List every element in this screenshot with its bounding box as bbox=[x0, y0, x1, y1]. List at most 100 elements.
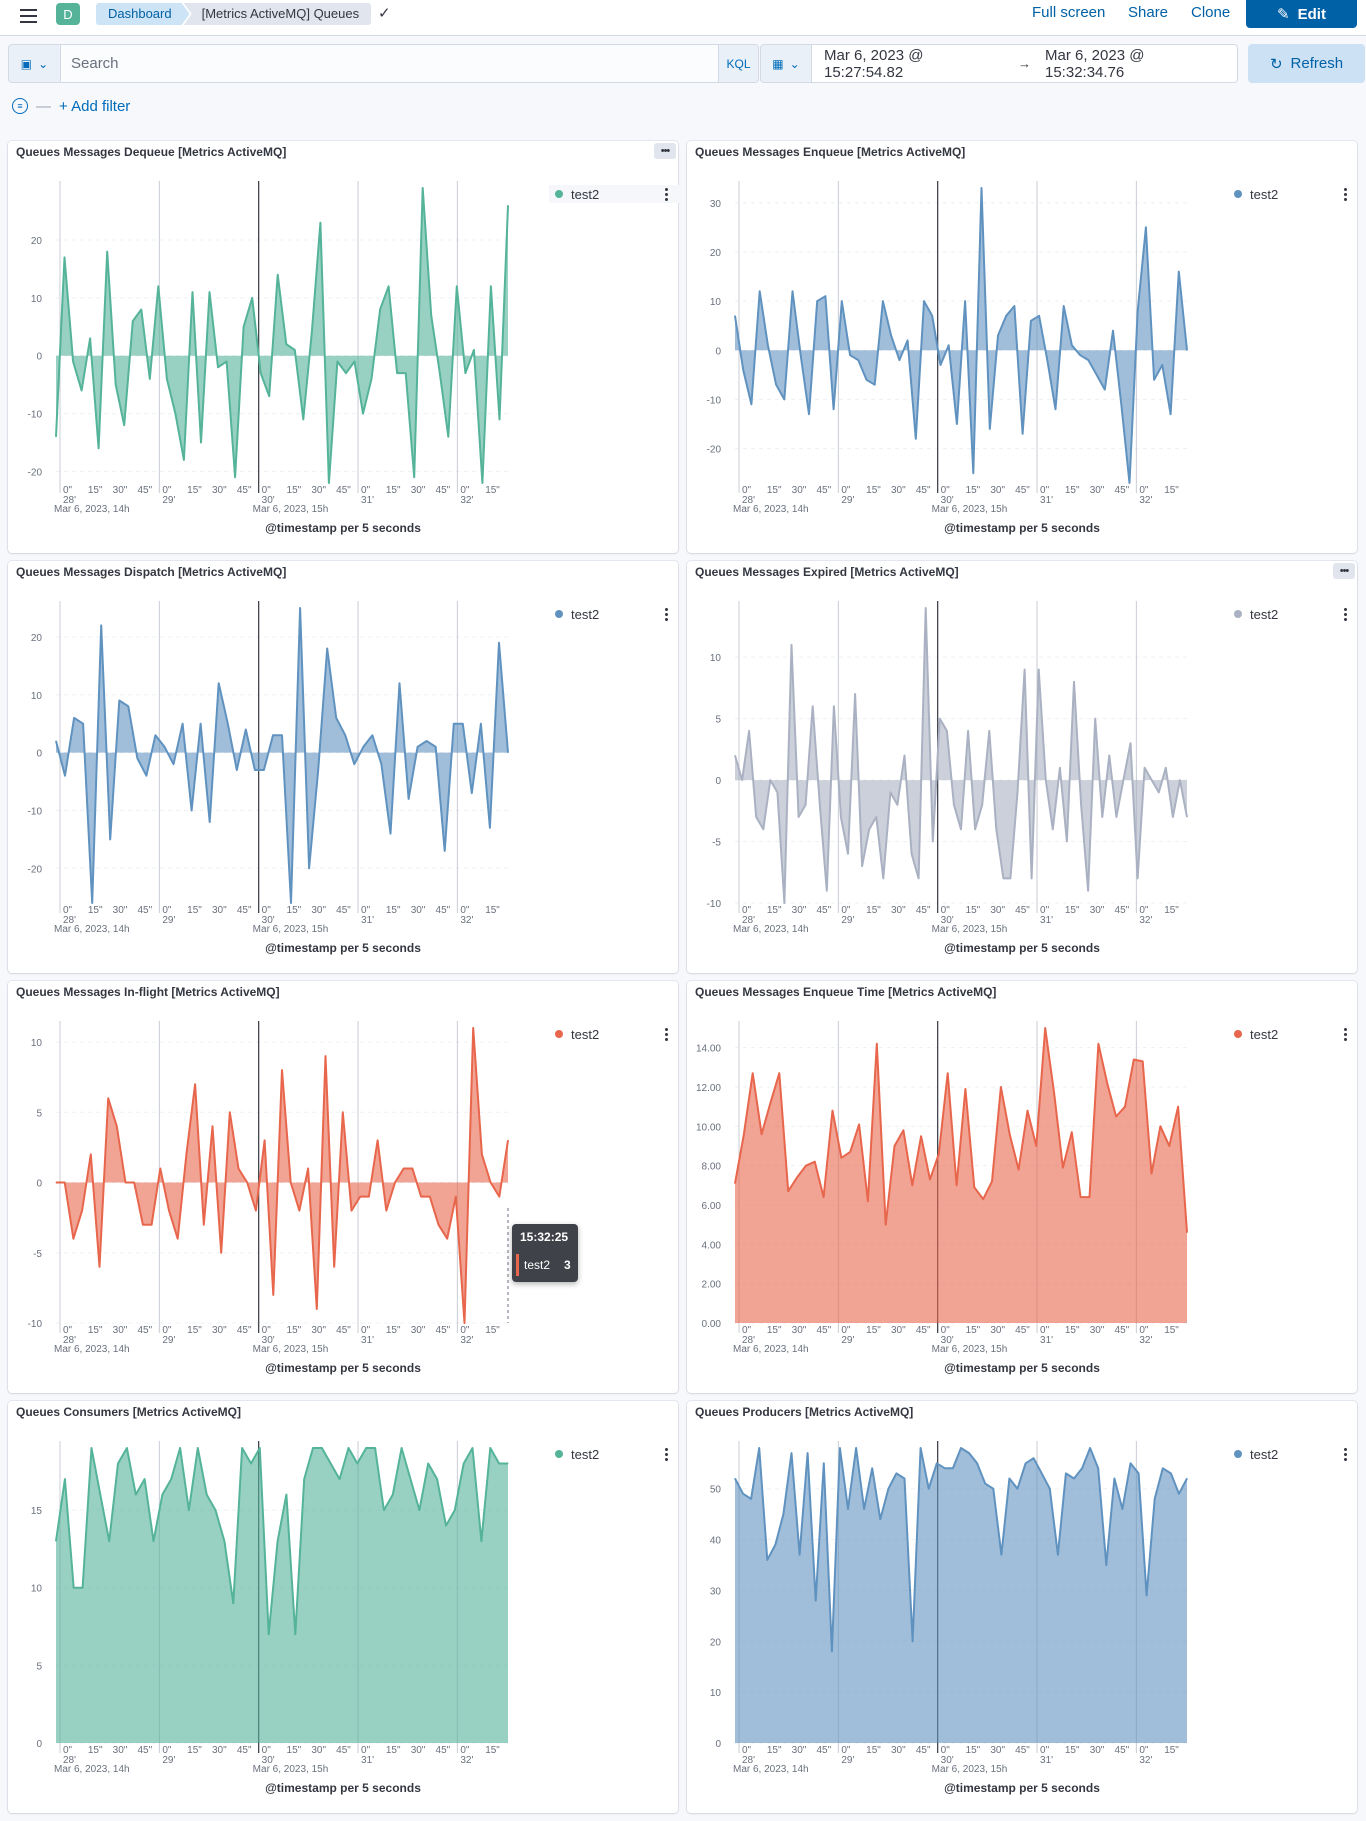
data-point[interactable] bbox=[183, 459, 185, 461]
data-point[interactable] bbox=[394, 1182, 396, 1184]
data-point[interactable] bbox=[1162, 1467, 1164, 1469]
data-point[interactable] bbox=[281, 734, 283, 736]
data-point[interactable] bbox=[1097, 1043, 1099, 1045]
data-point[interactable] bbox=[356, 1463, 358, 1465]
data-point[interactable] bbox=[1170, 1472, 1172, 1474]
data-point[interactable] bbox=[144, 1478, 146, 1480]
data-point[interactable] bbox=[324, 1055, 326, 1057]
data-point[interactable] bbox=[1130, 1462, 1131, 1464]
legend-item[interactable]: test2 bbox=[1228, 1025, 1359, 1043]
data-point[interactable] bbox=[911, 1184, 913, 1186]
data-point[interactable] bbox=[968, 1452, 970, 1454]
data-point[interactable] bbox=[226, 361, 228, 363]
data-point[interactable] bbox=[236, 769, 238, 771]
data-point[interactable] bbox=[973, 1186, 975, 1188]
data-point[interactable] bbox=[98, 447, 100, 449]
data-point[interactable] bbox=[218, 682, 220, 684]
data-point[interactable] bbox=[1165, 767, 1167, 769]
data-point[interactable] bbox=[1151, 779, 1153, 781]
data-point[interactable] bbox=[182, 723, 184, 725]
data-point[interactable] bbox=[895, 1472, 897, 1474]
data-point[interactable] bbox=[335, 717, 337, 719]
start-date[interactable]: Mar 6, 2023 @ 15:27:54.82 bbox=[824, 46, 924, 81]
data-point[interactable] bbox=[396, 372, 398, 374]
data-point[interactable] bbox=[140, 308, 142, 310]
data-point[interactable] bbox=[989, 428, 991, 430]
clone-link[interactable]: Clone bbox=[1191, 4, 1231, 21]
data-point[interactable] bbox=[1000, 1554, 1002, 1556]
data-point[interactable] bbox=[123, 424, 125, 426]
data-point[interactable] bbox=[203, 1224, 205, 1226]
data-point[interactable] bbox=[82, 723, 84, 725]
legend-actions-icon[interactable] bbox=[660, 605, 672, 623]
data-point[interactable] bbox=[1025, 1462, 1027, 1464]
data-point[interactable] bbox=[1045, 779, 1047, 781]
data-point[interactable] bbox=[439, 372, 441, 374]
data-point[interactable] bbox=[90, 1447, 92, 1449]
data-point[interactable] bbox=[308, 867, 310, 869]
data-point[interactable] bbox=[1087, 359, 1089, 361]
data-point[interactable] bbox=[1142, 1060, 1144, 1062]
data-point[interactable] bbox=[1009, 1133, 1011, 1135]
data-point[interactable] bbox=[319, 222, 321, 224]
legend-actions-icon[interactable] bbox=[660, 1445, 672, 1463]
data-point[interactable] bbox=[1079, 354, 1081, 356]
panel-options-icon[interactable]: ••• bbox=[654, 143, 676, 159]
data-point[interactable] bbox=[952, 1467, 954, 1469]
data-point[interactable] bbox=[321, 1447, 323, 1449]
data-point[interactable] bbox=[254, 769, 256, 771]
edit-button[interactable]: ✎ Edit bbox=[1246, 0, 1357, 28]
data-point[interactable] bbox=[330, 1463, 332, 1465]
data-point[interactable] bbox=[380, 763, 382, 765]
data-point[interactable] bbox=[775, 384, 777, 386]
data-point[interactable] bbox=[831, 1650, 833, 1652]
data-point[interactable] bbox=[1080, 804, 1082, 806]
data-point[interactable] bbox=[125, 1182, 127, 1184]
data-point[interactable] bbox=[734, 1478, 736, 1480]
data-point[interactable] bbox=[241, 1447, 243, 1449]
breadcrumb-dashboard[interactable]: Dashboard bbox=[96, 3, 190, 25]
data-point[interactable] bbox=[427, 1463, 429, 1465]
data-point[interactable] bbox=[904, 1478, 905, 1480]
data-point[interactable] bbox=[64, 1182, 66, 1184]
data-point[interactable] bbox=[285, 343, 287, 345]
data-point[interactable] bbox=[1159, 1125, 1161, 1127]
data-point[interactable] bbox=[227, 723, 229, 725]
data-point[interactable] bbox=[755, 816, 757, 818]
full-screen-link[interactable]: Full screen bbox=[1032, 4, 1106, 21]
data-point[interactable] bbox=[1108, 755, 1110, 756]
data-point[interactable] bbox=[489, 1447, 491, 1449]
data-point[interactable] bbox=[932, 841, 934, 843]
filter-options-icon[interactable]: ≡ bbox=[12, 98, 28, 114]
data-point[interactable] bbox=[353, 763, 355, 765]
data-point[interactable] bbox=[758, 1447, 760, 1449]
data-point[interactable] bbox=[920, 1447, 922, 1449]
data-point[interactable] bbox=[507, 204, 509, 206]
data-point[interactable] bbox=[928, 1488, 930, 1490]
data-point[interactable] bbox=[422, 187, 424, 189]
data-point[interactable] bbox=[783, 398, 785, 400]
data-point[interactable] bbox=[863, 1508, 865, 1510]
data-point[interactable] bbox=[1089, 1447, 1091, 1449]
saved-query-button[interactable]: ▣ ⌄ bbox=[8, 44, 60, 83]
data-point[interactable] bbox=[858, 1123, 860, 1125]
data-point[interactable] bbox=[1071, 1131, 1073, 1133]
data-point[interactable] bbox=[981, 187, 983, 189]
data-point[interactable] bbox=[944, 1467, 946, 1469]
data-point[interactable] bbox=[787, 1190, 789, 1192]
data-point[interactable] bbox=[73, 1587, 75, 1589]
data-point[interactable] bbox=[995, 828, 997, 830]
data-point[interactable] bbox=[796, 1176, 798, 1178]
data-point[interactable] bbox=[879, 1518, 881, 1520]
data-point[interactable] bbox=[847, 853, 849, 855]
data-point[interactable] bbox=[188, 1509, 190, 1511]
refresh-button[interactable]: ↻ Refresh bbox=[1248, 44, 1365, 83]
data-point[interactable] bbox=[960, 1447, 962, 1449]
data-point[interactable] bbox=[1055, 408, 1057, 410]
data-point[interactable] bbox=[336, 361, 338, 363]
data-point[interactable] bbox=[1113, 1478, 1115, 1480]
data-point[interactable] bbox=[776, 791, 778, 793]
data-point[interactable] bbox=[898, 359, 900, 361]
legend-actions-icon[interactable] bbox=[1339, 1025, 1351, 1043]
legend-actions-icon[interactable] bbox=[1339, 185, 1351, 203]
